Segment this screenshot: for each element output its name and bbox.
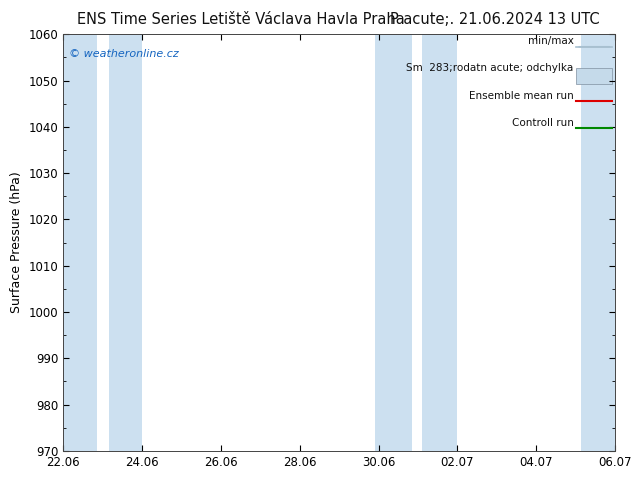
FancyBboxPatch shape: [576, 68, 612, 84]
Bar: [108, 34, 142, 451]
Text: min/max: min/max: [527, 36, 574, 47]
Text: Sm  283;rodatn acute; odchylka: Sm 283;rodatn acute; odchylka: [406, 63, 574, 74]
Text: © weatheronline.cz: © weatheronline.cz: [69, 49, 179, 59]
Bar: [422, 34, 457, 451]
Text: Ensemble mean run: Ensemble mean run: [469, 91, 574, 100]
Text: ENS Time Series Letiště Václava Havla Praha: ENS Time Series Letiště Václava Havla Pr…: [77, 12, 404, 27]
Bar: [581, 34, 615, 451]
Bar: [375, 34, 412, 451]
Text: Controll run: Controll run: [512, 118, 574, 127]
Text: P acute;. 21.06.2024 13 UTC: P acute;. 21.06.2024 13 UTC: [390, 12, 599, 27]
Bar: [63, 34, 97, 451]
Y-axis label: Surface Pressure (hPa): Surface Pressure (hPa): [10, 172, 23, 314]
